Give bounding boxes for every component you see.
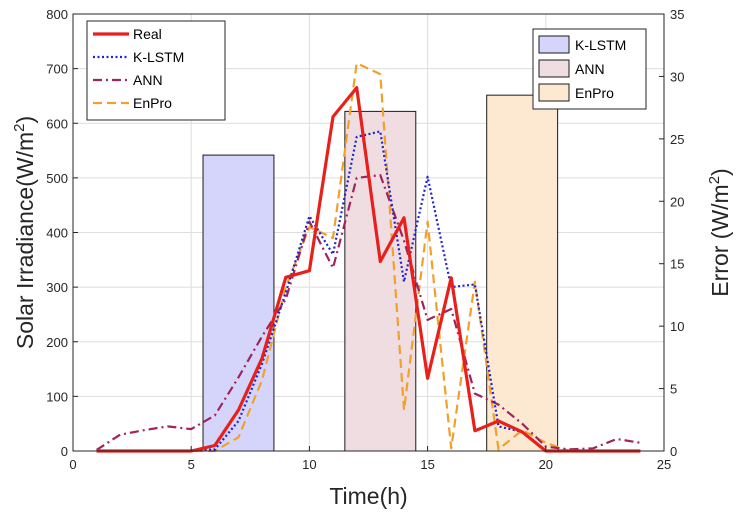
- y2-axis-label-close: ): [707, 168, 733, 176]
- y-axis-label-close: ): [12, 116, 38, 124]
- legend-lines: Real K-LSTM ANN EnPro: [86, 20, 226, 121]
- y2-axis-label-sup: 2: [706, 176, 723, 184]
- legend-bar-swatch-k-lstm: [538, 35, 570, 54]
- y-axis-ticks: 0 100 200 300 400 500 600 700 800: [46, 7, 78, 459]
- legend-line-label-enpro: EnPro: [133, 95, 172, 111]
- y-axis-label-main: Solar Irradiance(W/m: [12, 132, 38, 349]
- legend-line-label-k-lstm: K-LSTM: [133, 49, 184, 65]
- x-tick-label-4: 20: [539, 457, 553, 472]
- y2-tick-label-7: 35: [670, 7, 684, 22]
- y2-tick-label-2: 10: [670, 319, 684, 334]
- x-axis-label: Time(h): [329, 483, 407, 509]
- x-tick-label-0: 0: [69, 457, 76, 472]
- legend-line-label-ann: ANN: [133, 72, 163, 88]
- y-tick-label-1: 100: [46, 389, 68, 404]
- legend-bars: K-LSTM ANN EnPro: [532, 28, 647, 110]
- y2-tick-label-4: 20: [670, 194, 684, 209]
- y2-axis-ticks: 0 5 10 15 20 25 30 35: [659, 7, 684, 459]
- x-tick-label-1: 5: [188, 457, 195, 472]
- legend-bar-label-k-lstm: K-LSTM: [575, 37, 626, 53]
- legend-bar-label-ann: ANN: [575, 61, 605, 77]
- x-tick-label-3: 15: [420, 457, 434, 472]
- y2-axis-label-main: Error (W/m: [707, 184, 733, 296]
- legend-bar-swatch-enpro: [538, 83, 570, 102]
- y-tick-label-0: 0: [61, 444, 68, 459]
- error-bar-enpro: [486, 94, 559, 452]
- y2-tick-label-6: 30: [670, 69, 684, 84]
- y-tick-label-8: 800: [46, 7, 68, 22]
- y-tick-label-7: 700: [46, 62, 68, 77]
- legend-line-label-real: Real: [133, 26, 162, 42]
- y-tick-label-3: 300: [46, 280, 68, 295]
- y2-tick-label-5: 25: [670, 132, 684, 147]
- y-tick-label-5: 500: [46, 171, 68, 186]
- y2-tick-label-3: 15: [670, 257, 684, 272]
- x-tick-label-5: 25: [657, 457, 671, 472]
- y2-tick-label-1: 5: [670, 382, 677, 397]
- legend-bar-swatch-ann: [538, 59, 570, 78]
- y-tick-label-4: 400: [46, 226, 68, 241]
- legend-bar-label-enpro: EnPro: [575, 85, 614, 101]
- y-tick-label-2: 200: [46, 335, 68, 350]
- y-axis-label-sup: 2: [11, 124, 28, 132]
- x-axis-ticks: 0 5 10 15 20 25: [69, 446, 671, 472]
- y2-tick-label-0: 0: [670, 444, 677, 459]
- error-bar-k-lstm: [202, 154, 275, 452]
- y2-axis-label: Error (W/m2): [706, 168, 733, 296]
- y-tick-label-6: 600: [46, 116, 68, 131]
- y-axis-label: Solar Irradiance(W/m2): [11, 116, 38, 349]
- x-tick-label-2: 10: [302, 457, 316, 472]
